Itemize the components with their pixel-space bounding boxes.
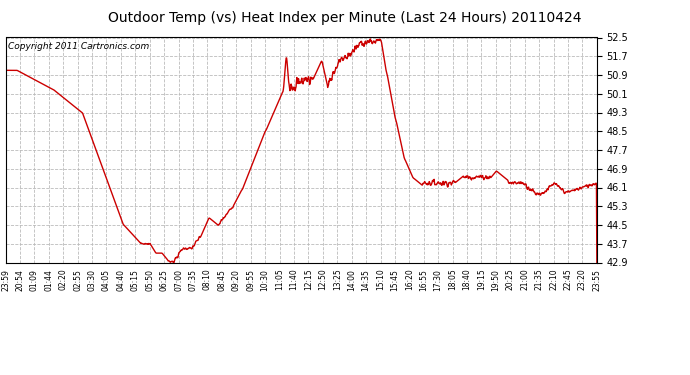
Text: Outdoor Temp (vs) Heat Index per Minute (Last 24 Hours) 20110424: Outdoor Temp (vs) Heat Index per Minute … bbox=[108, 11, 582, 25]
Text: Copyright 2011 Cartronics.com: Copyright 2011 Cartronics.com bbox=[8, 42, 150, 51]
